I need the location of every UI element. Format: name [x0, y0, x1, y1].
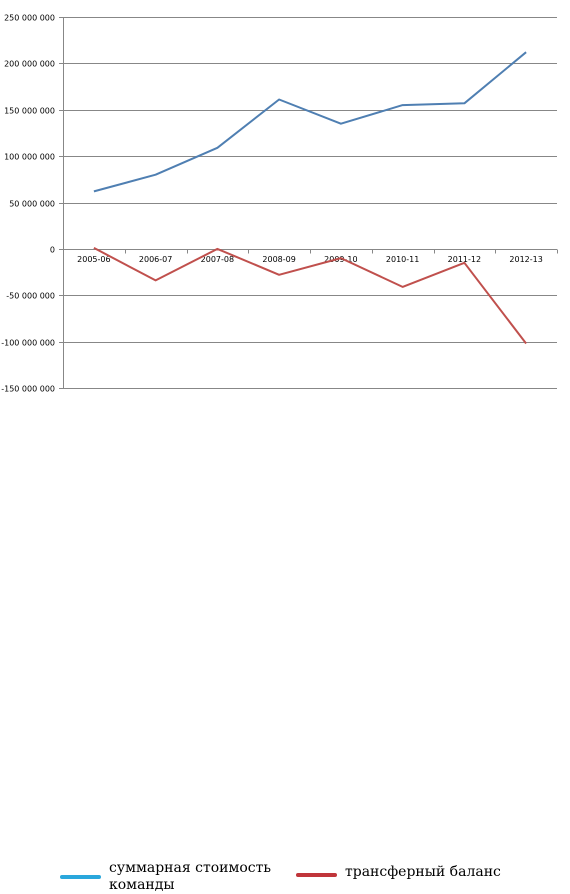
y-tick-label: -100 000 000 — [1, 339, 55, 348]
legend-label-transfer-balance-line1: трансферный баланс — [345, 864, 525, 881]
line-chart: 250 000 000 200 000 000 150 000 000 100 000… — [0, 0, 570, 454]
x-category-label: 2005-06 — [77, 255, 110, 264]
x-category-label: 2007-08 — [201, 255, 234, 264]
y-tick-label: 250 000 000 — [4, 14, 55, 23]
y-tick-label: 200 000 000 — [4, 60, 55, 69]
series-line-0 — [94, 52, 526, 191]
legend-label-team-value-line1: суммарная стоимость — [109, 860, 279, 877]
legend-label-team-value-line2: команды — [109, 877, 279, 894]
y-tick-label: 50 000 000 — [9, 200, 55, 209]
chart: 250 000 000 200 000 000 150 000 000 100 000… — [0, 0, 570, 454]
y-tick-label: -150 000 000 — [1, 385, 55, 394]
legend-swatch-transfer-balance — [296, 873, 337, 877]
x-category-label: 2008-09 — [262, 255, 295, 264]
x-category-label: 2012-13 — [509, 255, 542, 264]
y-axis-tick-labels: 250 000 000 200 000 000 150 000 000 100 000… — [1, 14, 55, 394]
axes — [59, 17, 558, 389]
x-category-label: 2006-07 — [139, 255, 172, 264]
data-series — [94, 52, 526, 343]
y-tick-label: 150 000 000 — [4, 107, 55, 116]
legend-label-team-value: суммарная стоимость команды — [109, 860, 279, 894]
x-category-label: 2010-11 — [386, 255, 419, 264]
y-tick-label: 0 — [50, 246, 55, 255]
y-tick-label: 100 000 000 — [4, 153, 55, 162]
y-tick-label: -50 000 000 — [6, 292, 55, 301]
gridlines — [63, 18, 557, 389]
legend-swatch-team-value — [60, 875, 101, 879]
legend-label-transfer-balance: трансферный баланс — [345, 864, 525, 881]
